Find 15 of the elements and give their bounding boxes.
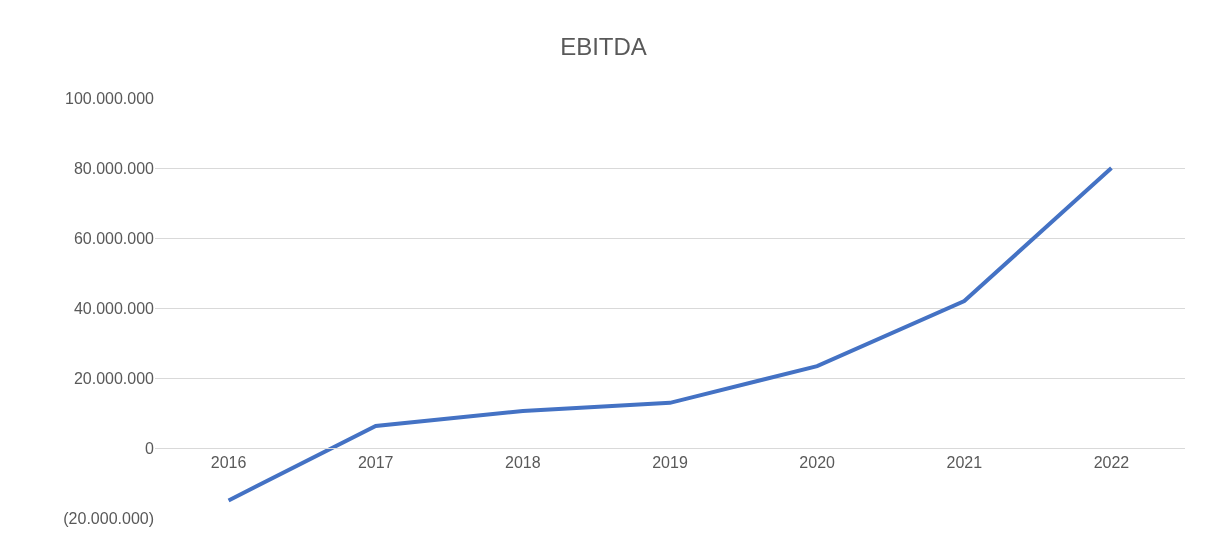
y-tick-label: 40.000.000 (73, 299, 155, 317)
x-tick-label: 2017 (357, 454, 394, 472)
x-tick-label: 2018 (505, 454, 541, 472)
x-tick-label: 2021 (946, 454, 983, 472)
chart-title: EBITDA (560, 32, 647, 60)
x-tick-label: 2019 (652, 454, 688, 472)
y-tick-label: 60.000.000 (73, 229, 155, 247)
y-tick-label: 80.000.000 (73, 159, 155, 177)
y-tick-label: 0 (145, 439, 155, 457)
y-tick-label: (20.000.000) (63, 509, 154, 527)
y-tick-label: 20.000.000 (73, 369, 155, 387)
x-tick-label: 2022 (1093, 454, 1130, 472)
x-tick-label: 2016 (210, 454, 247, 472)
y-tick-label: 100.000.000 (65, 89, 155, 107)
x-tick-label: 2020 (799, 454, 836, 472)
